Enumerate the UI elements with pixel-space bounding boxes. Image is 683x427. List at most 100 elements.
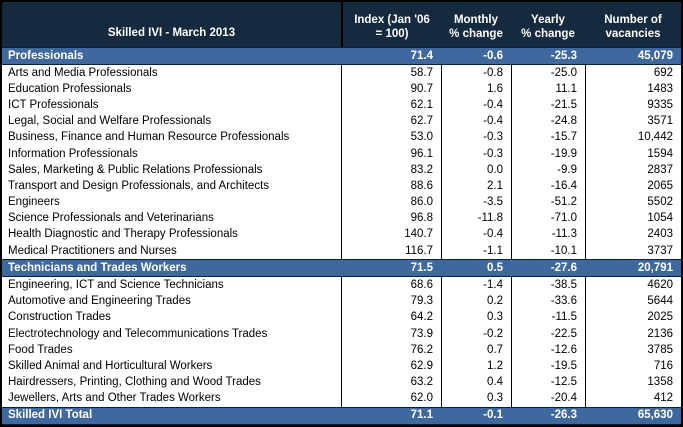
- row-label-cell: Professionals: [8, 49, 84, 62]
- row-label-cell: Jewellers, Arts and Other Trades Workers: [8, 392, 221, 405]
- index-cell: 88.6: [341, 178, 441, 195]
- column-header-monthly-line1: Monthly: [453, 14, 499, 26]
- column-header-index: Index (Jan '06 = 100): [341, 2, 441, 47]
- row-label-cell: Skilled Animal and Horticultural Workers: [8, 359, 213, 372]
- row-label-cell: Hairdressers, Printing, Clothing and Woo…: [8, 376, 261, 389]
- table-row: Information Professionals 96.1 -0.3 -19.9 15…: [2, 146, 681, 163]
- monthly-cell: 0.2: [441, 293, 511, 310]
- yearly-cell: -12.6: [511, 342, 585, 359]
- row-label-cell: Health Diagnostic and Therapy Profession…: [8, 228, 238, 241]
- monthly-cell: -0.3: [441, 146, 511, 163]
- yearly-cell: -10.1: [511, 243, 585, 260]
- row-label-cell: Automotive and Engineering Trades: [8, 295, 191, 308]
- yearly-cell: -33.6: [511, 293, 585, 310]
- vacancies-cell: 45,079: [637, 49, 673, 62]
- yearly-cell: -51.2: [511, 194, 585, 211]
- row-label-cell: Food Trades: [8, 343, 73, 356]
- table-row: Science Professionals and Veterinarians 9…: [2, 210, 681, 227]
- monthly-cell: 0.4: [441, 374, 511, 391]
- column-header-yearly-change: Yearly % change: [511, 2, 585, 47]
- row-label-cell: Engineering, ICT and Science Technicians: [8, 278, 224, 291]
- index-cell: 79.3: [341, 293, 441, 310]
- index-cell: 96.1: [341, 146, 441, 163]
- monthly-cell: 0.5: [487, 261, 503, 274]
- yearly-cell: -26.3: [550, 409, 577, 422]
- index-cell: 62.0: [341, 390, 441, 407]
- vacancies-cell: 692: [585, 65, 681, 82]
- yearly-cell: -11.5: [511, 309, 585, 326]
- table-row: Arts and Media Professionals 58.7 -0.8 -25.…: [2, 65, 681, 82]
- monthly-cell: 1.6: [441, 81, 511, 98]
- monthly-cell: 2.1: [441, 178, 511, 195]
- monthly-cell: -0.8: [441, 65, 511, 82]
- monthly-cell: -0.4: [441, 226, 511, 244]
- yearly-cell: -16.4: [511, 178, 585, 195]
- vacancies-cell: 1483: [585, 81, 681, 98]
- yearly-cell: -71.0: [511, 210, 585, 227]
- column-header-vacancies-line2: vacancies: [605, 28, 661, 40]
- row-label-cell: Skilled IVI Total: [8, 409, 93, 422]
- yearly-cell: -22.5: [511, 325, 585, 343]
- column-header-vacancies-line1: Number of: [604, 14, 662, 26]
- index-cell: 73.9: [341, 325, 441, 343]
- yearly-cell: -11.3: [511, 226, 585, 244]
- table-row: Skilled Animal and Horticultural Workers…: [2, 358, 681, 375]
- table-row: Legal, Social and Welfare Professionals 6…: [2, 113, 681, 130]
- index-cell: 58.7: [341, 65, 441, 82]
- index-cell: 96.8: [341, 210, 441, 227]
- section-row: Professionals 71.4 -0.6 -25.3 45,079: [2, 47, 681, 66]
- monthly-cell: -0.4: [441, 113, 511, 130]
- index-cell: 62.7: [341, 113, 441, 130]
- vacancies-cell: 10,442: [585, 129, 681, 147]
- table-row: Hairdressers, Printing, Clothing and Woo…: [2, 374, 681, 391]
- table-row: Medical Practitioners and Nurses 116.7 -1.…: [2, 243, 681, 260]
- monthly-cell: -1.1: [441, 243, 511, 260]
- row-label-cell: Business, Finance and Human Resource Pro…: [8, 131, 290, 144]
- index-cell: 68.6: [341, 277, 441, 294]
- column-header-index-line1: Index (Jan '06: [354, 14, 430, 26]
- index-cell: 53.0: [341, 129, 441, 147]
- monthly-cell: -0.2: [441, 325, 511, 343]
- yearly-cell: -12.5: [511, 374, 585, 391]
- vacancies-cell: 5644: [585, 293, 681, 310]
- row-label-cell: Sales, Marketing & Public Relations Prof…: [8, 163, 263, 176]
- vacancies-cell: 2403: [585, 226, 681, 244]
- table-row: Food Trades 76.2 0.7 -12.6 3785: [2, 342, 681, 359]
- yearly-cell: -19.5: [511, 358, 585, 375]
- table-title: Skilled IVI - March 2013: [2, 2, 341, 47]
- index-cell: 64.2: [341, 309, 441, 326]
- table-row: Engineers 86.0 -3.5 -51.2 5502: [2, 194, 681, 211]
- vacancies-cell: 412: [585, 390, 681, 407]
- monthly-cell: 0.7: [441, 342, 511, 359]
- table-row: Health Diagnostic and Therapy Profession…: [2, 226, 681, 244]
- yearly-cell: -19.9: [511, 146, 585, 163]
- index-cell: 71.1: [410, 409, 433, 422]
- table-row: ICT Professionals 62.1 -0.4 -21.5 9335: [2, 97, 681, 114]
- yearly-cell: -20.4: [511, 390, 585, 407]
- row-label-cell: Science Professionals and Veterinarians: [8, 212, 214, 225]
- vacancies-cell: 1358: [585, 374, 681, 391]
- index-cell: 140.7: [341, 226, 441, 244]
- index-cell: 90.7: [341, 81, 441, 98]
- index-cell: 116.7: [341, 243, 441, 260]
- yearly-cell: -25.0: [511, 65, 585, 82]
- row-label-cell: Engineers: [8, 196, 60, 209]
- table-body: Professionals 71.4 -0.6 -25.3 45,079 Arts and…: [2, 47, 681, 425]
- vacancies-cell: 2025: [585, 309, 681, 326]
- row-label-cell: Arts and Media Professionals: [8, 66, 158, 79]
- column-header-yearly-line2: % change: [521, 28, 575, 40]
- table-row: Sales, Marketing & Public Relations Prof…: [2, 162, 681, 179]
- yearly-cell: 11.1: [511, 81, 585, 98]
- index-cell: 62.1: [341, 97, 441, 114]
- table-row: Automotive and Engineering Trades 79.3 0.2…: [2, 293, 681, 310]
- index-cell: 71.5: [410, 261, 433, 274]
- column-header-yearly-line1: Yearly: [531, 14, 565, 26]
- row-label-cell: Construction Trades: [8, 311, 111, 324]
- row-label-cell: Technicians and Trades Workers: [8, 261, 187, 274]
- yearly-cell: -24.8: [511, 113, 585, 130]
- monthly-cell: -11.8: [441, 210, 511, 227]
- index-cell: 62.9: [341, 358, 441, 375]
- row-label-cell: Electrotechnology and Telecommunications…: [8, 327, 268, 340]
- row-label-cell: Information Professionals: [8, 147, 138, 160]
- vacancies-cell: 5502: [585, 194, 681, 211]
